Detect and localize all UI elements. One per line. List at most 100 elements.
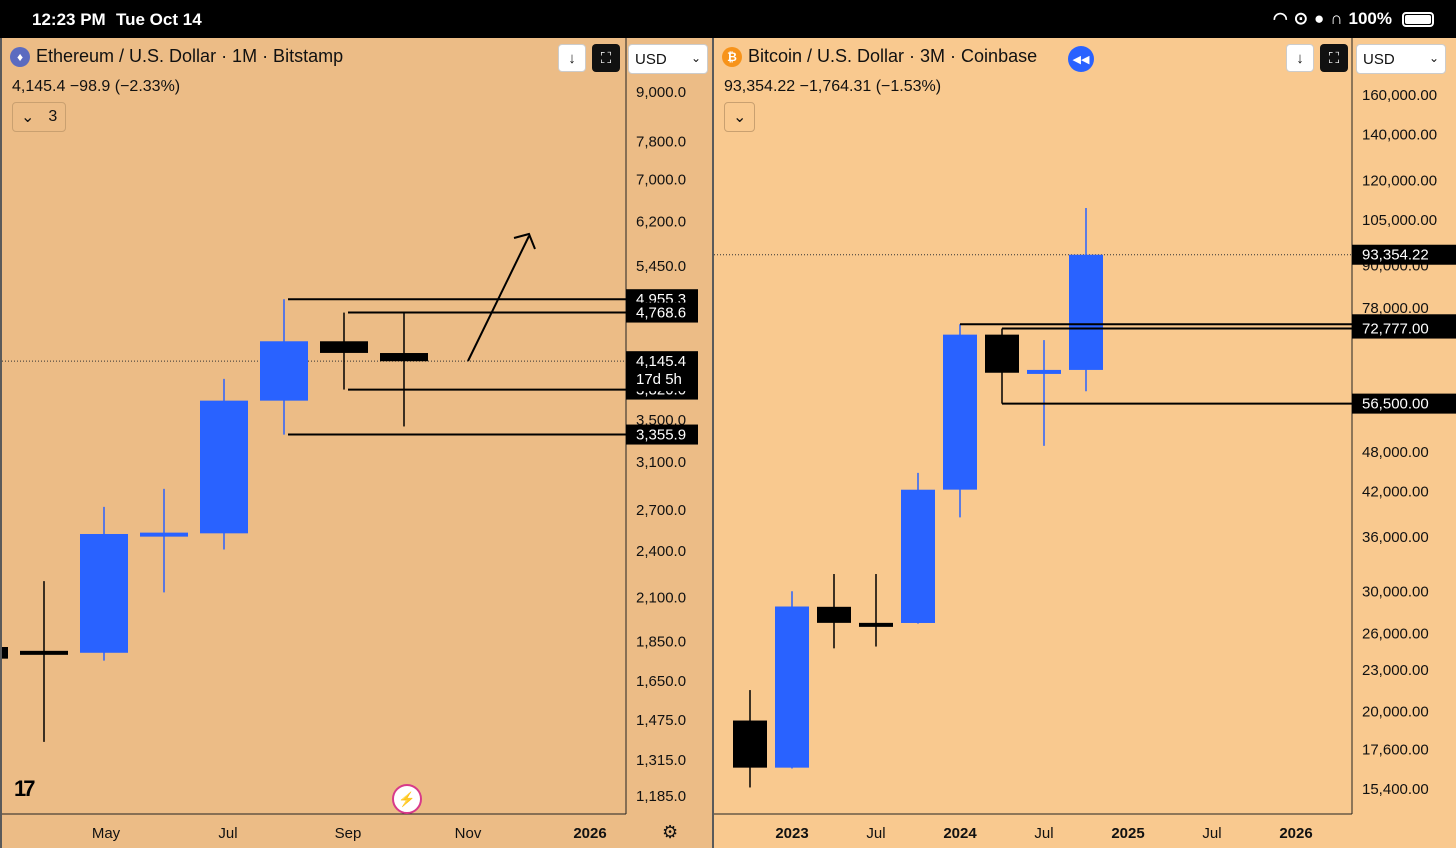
currency-value: USD (1363, 51, 1395, 68)
fullscreen-button[interactable]: ⛶ (1320, 44, 1348, 72)
level-tag (626, 302, 698, 323)
level-tag (626, 424, 698, 445)
y-tick-label: 30,000.00 (1362, 583, 1429, 600)
candle-body (1069, 254, 1103, 370)
chevron-down-icon: ⌄ (733, 109, 747, 126)
y-tick-label: 78,000.00 (1362, 300, 1429, 317)
currency-value: USD (635, 51, 667, 68)
indicator-count: 3 (48, 108, 58, 125)
y-tick-label: 1,315.0 (636, 752, 686, 769)
y-tick-label: 3,100.0 (636, 454, 686, 471)
rotation-lock-icon: ⊙ (1293, 9, 1308, 28)
y-tick-label: 7,000.0 (636, 171, 686, 188)
candle-body (260, 341, 308, 401)
y-tick-label: 1,185.0 (636, 788, 686, 805)
candle-body (80, 534, 128, 653)
y-tick-label: 105,000.00 (1362, 212, 1437, 229)
y-tick-label: 7,800.0 (636, 134, 686, 151)
battery-icon (1402, 11, 1434, 27)
x-tick-label: Jul (866, 825, 885, 842)
y-tick-label: 42,000.00 (1362, 484, 1429, 501)
btc-chart-pane[interactable]: 160,000.00 140,000.00 120,000.00 105,000.00… (712, 38, 1456, 848)
x-tick-label: Jul (1034, 825, 1053, 842)
candle-body (775, 606, 809, 768)
last-price-tag (1352, 244, 1456, 265)
y-tick-label: 26,000.00 (1362, 626, 1429, 643)
btc-quote: 93,354.22 −1,764.31 (−1.53%) (724, 78, 942, 95)
status-icons: ◠ ⊙ ● ∩ 100% (1273, 9, 1434, 29)
x-tick-label: 2026 (573, 825, 606, 842)
download-button[interactable]: ↓ (1286, 44, 1314, 72)
y-tick-label: 48,000.00 (1362, 444, 1429, 461)
wifi-icon: ◠ (1272, 9, 1288, 28)
expand-icon: ⛶ (1328, 49, 1340, 67)
y-tick-label: 1,850.0 (636, 633, 686, 650)
level-tag (1352, 318, 1456, 339)
y-tick-label: 1,475.0 (636, 712, 686, 729)
sparkle-icon[interactable]: ⚡ (392, 784, 422, 814)
level-label: 56,500.00 (1362, 396, 1429, 413)
y-tick-label: 6,200.0 (636, 213, 686, 230)
y-tick-label: 15,400.00 (1362, 781, 1429, 798)
candle-body (859, 622, 893, 627)
ethereum-icon: ♦ (10, 46, 30, 67)
x-tick-label: 2023 (775, 825, 808, 842)
chevron-down-icon: ⌄ (690, 51, 701, 65)
x-tick-label: Jul (1202, 825, 1221, 842)
level-tag (1352, 393, 1456, 414)
eth-quote: 4,145.4 −98.9 (−2.33%) (12, 78, 181, 95)
candle-body (733, 720, 767, 768)
replay-button[interactable]: ◀◀ (1068, 46, 1094, 72)
y-tick-label: 2,700.0 (636, 502, 686, 519)
battery-percent: 100% (1348, 9, 1392, 28)
y-tick-label: 160,000.00 (1362, 87, 1437, 104)
candle-body (20, 650, 68, 655)
candle-body (985, 334, 1019, 373)
y-tick-label: 2,100.0 (636, 589, 686, 606)
y-tick-label: 9,000.0 (636, 84, 686, 101)
currency-select[interactable]: USD ⌄ (1356, 44, 1446, 74)
headphones-icon: ∩ (1330, 9, 1343, 28)
candle-body (140, 532, 188, 537)
tradingview-logo: 17 (14, 776, 36, 801)
arrow-down-icon: ↓ (568, 49, 576, 67)
eth-chart[interactable]: 9,000.07,800.07,000.06,200.05,450.03,500… (2, 38, 712, 848)
candle-body (817, 606, 851, 623)
level-label: 4,768.6 (636, 305, 686, 322)
x-tick-label: Nov (455, 825, 482, 842)
btc-chart[interactable]: 160,000.00 140,000.00 120,000.00 105,000.00… (714, 38, 1456, 848)
indicator-toggle[interactable]: ⌄ 3 (12, 102, 67, 132)
arrow-down-icon: ↓ (1296, 49, 1304, 67)
x-tick-label: 2024 (943, 825, 977, 842)
candle-body (1027, 369, 1061, 374)
download-button[interactable]: ↓ (558, 44, 586, 72)
x-tick-label: 2025 (1111, 825, 1144, 842)
x-tick-label: Sep (335, 825, 362, 842)
candle-body (200, 400, 248, 534)
y-tick-label: 23,000.00 (1362, 662, 1429, 679)
eth-legend: ♦ Ethereum / U.S. Dollar · 1M · Bitstamp (10, 46, 343, 67)
x-tick-label: May (92, 825, 121, 842)
y-tick-label: 20,000.00 (1362, 704, 1429, 721)
rewind-icon: ◀◀ (1072, 53, 1090, 66)
y-tick-label: 1,650.0 (636, 673, 686, 690)
eth-chart-pane[interactable]: 9,000.0 7,800.0 7,000.0 6,200.0 5,450.0 3,500… (0, 38, 712, 848)
settings-icon[interactable]: ⚙ (662, 822, 679, 842)
candle-body (901, 489, 935, 623)
fullscreen-button[interactable]: ⛶ (592, 44, 620, 72)
candle-body (320, 341, 368, 353)
candle-body (2, 647, 8, 659)
eth-title: Ethereum / U.S. Dollar · 1M · Bitstamp (36, 46, 344, 66)
btc-title: Bitcoin / U.S. Dollar · 3M · Coinbase (748, 46, 1038, 66)
status-time: 12:23 PM (32, 10, 106, 29)
chevron-down-icon: ⌄ (1428, 51, 1439, 65)
x-tick-label: Jul (218, 825, 237, 842)
y-tick-label: 5,450.0 (636, 258, 686, 275)
currency-select[interactable]: USD ⌄ (628, 44, 708, 74)
last-price-label: 4,145.4 (636, 353, 686, 370)
last-price-tag (626, 351, 698, 392)
status-date: Tue Oct 14 (116, 10, 202, 29)
trend-arrow-head (513, 232, 536, 250)
y-tick-label: 120,000.00 (1362, 172, 1437, 189)
indicator-toggle[interactable]: ⌄ (724, 102, 756, 132)
